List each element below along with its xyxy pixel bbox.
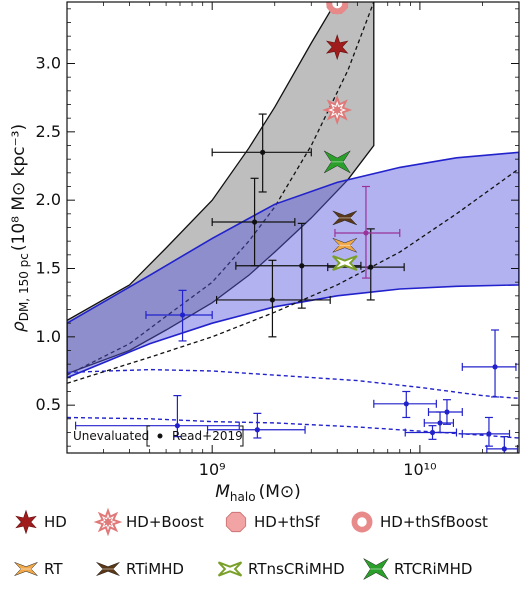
octagon-shape	[225, 511, 247, 533]
point-Read+2019-1	[211, 177, 296, 267]
point-dot	[363, 230, 369, 236]
legend-label: HD+thSfBoost	[380, 513, 488, 531]
marker-hd	[325, 34, 349, 61]
legend-label: RTiMHD	[126, 560, 184, 578]
star-inner-shape	[102, 516, 114, 528]
point-dot	[299, 263, 305, 269]
inset-bracket-left	[146, 425, 150, 447]
marker-rtimhd	[332, 210, 357, 226]
point-dot	[437, 420, 443, 426]
point-blue-points-0	[145, 289, 213, 342]
legend-item-rtnscrimhd: RTnsCRiMHD	[217, 560, 345, 578]
star-shape	[325, 34, 349, 61]
legend-item-hd-boost: HD+Boost	[93, 507, 204, 537]
blue-median-line	[67, 168, 519, 384]
y-tick-label: 0.5	[36, 395, 61, 414]
simulation-markers	[322, 2, 358, 271]
inset-bracket-right	[240, 425, 244, 447]
marker-rtcrimhd	[324, 150, 351, 174]
y-tick-label: 2.0	[36, 190, 61, 209]
point-blue-points-3	[373, 390, 437, 419]
point-dot	[254, 427, 260, 433]
point-dot	[501, 446, 507, 452]
legend-marker	[363, 558, 389, 580]
legend-label: HD	[44, 513, 67, 531]
y-tick-label: 2.5	[36, 122, 61, 141]
point-dot	[486, 431, 492, 437]
axis-ticks: 0.5 1.0 1.5 2.0 2.5 3.0 10⁹ 10¹⁰	[36, 2, 520, 479]
point-dot	[174, 423, 180, 429]
point-Read+2019-3	[215, 259, 331, 338]
x-axis-label: Mhalo (M⊙)	[215, 482, 301, 504]
point-dot	[179, 312, 186, 318]
point-purple-point-0	[334, 185, 401, 279]
y-tick-label: 1.0	[36, 327, 61, 346]
marker-hd-thsfboost	[326, 2, 349, 15]
legend-marker	[96, 562, 120, 576]
legend-label: HD+Boost	[126, 513, 204, 531]
star-shape	[15, 509, 37, 535]
x-tick-label: 10⁹	[199, 460, 226, 479]
point-blue-points-2	[206, 412, 306, 439]
inset-legend-title: Unevaluated	[73, 429, 149, 443]
legend-label: RTCRiMHD	[394, 560, 472, 578]
bowtie-open-shape	[217, 561, 243, 577]
marker-rtnscrimhd	[332, 255, 358, 271]
star-inner-shape	[331, 104, 344, 116]
legend-marker	[225, 511, 247, 533]
point-dot	[403, 401, 409, 407]
legend-item-hd-thsf: HD+thSf	[225, 511, 320, 533]
point-dot	[492, 364, 498, 370]
y-tick-label: 3.0	[36, 54, 61, 73]
legend-item-rtcrimhd: RTCRiMHD	[363, 558, 472, 580]
legend-marker	[14, 562, 38, 576]
inset-legend: Unevaluated Read+2019	[73, 425, 244, 447]
point-dot	[260, 149, 266, 155]
legend-label: RT	[44, 560, 63, 578]
legend-item-hd: HD	[15, 509, 67, 535]
legend-item-rt: RT	[14, 560, 63, 578]
legend-label: RTnsCRiMHD	[248, 560, 345, 578]
point-dot	[269, 297, 276, 303]
point-blue-points-1	[74, 395, 240, 438]
point-blue-points-8	[461, 416, 511, 447]
point-dot	[368, 264, 374, 270]
marker-rt	[332, 238, 357, 253]
blue-uncertainty-band	[67, 151, 519, 379]
point-blue-points-5	[423, 411, 455, 434]
marker-hd-boost	[322, 95, 353, 125]
point-dot	[251, 219, 258, 225]
inset-legend-entry: Read+2019	[172, 429, 243, 443]
legend-marker	[93, 507, 123, 537]
point-blue-points-7	[461, 329, 517, 398]
y-tick-label: 1.5	[36, 259, 61, 278]
point-dot	[444, 409, 450, 415]
ring-inner	[356, 516, 368, 528]
legend-marker	[351, 511, 373, 533]
legend: HD HD+Boost HD+thSf HD+thSfBoost RT RTiMHD RTn…	[14, 507, 488, 580]
legend-item-rtimhd: RTiMHD	[96, 560, 184, 578]
legend-item-hd-thsfboost: HD+thSfBoost	[351, 511, 488, 533]
legend-label: HD+thSf	[254, 513, 320, 531]
legend-marker	[15, 509, 37, 535]
point-Read+2019-0	[211, 113, 312, 193]
point-blue-points-4	[404, 425, 458, 440]
y-axis-label: ρDM, 150 pc(10⁸ M⊙ kpc⁻³)	[9, 124, 31, 332]
dashed-lower-band	[67, 368, 519, 439]
point-dot	[429, 429, 436, 436]
point-blue-points-6	[427, 399, 463, 425]
gray-uncertainty-band	[67, 2, 375, 375]
inset-legend-dot	[157, 433, 163, 439]
legend-marker	[217, 561, 243, 577]
gray-median-line	[67, 2, 375, 376]
bowtie-open-shape	[332, 255, 358, 271]
x-tick-label: 10¹⁰	[403, 460, 436, 479]
